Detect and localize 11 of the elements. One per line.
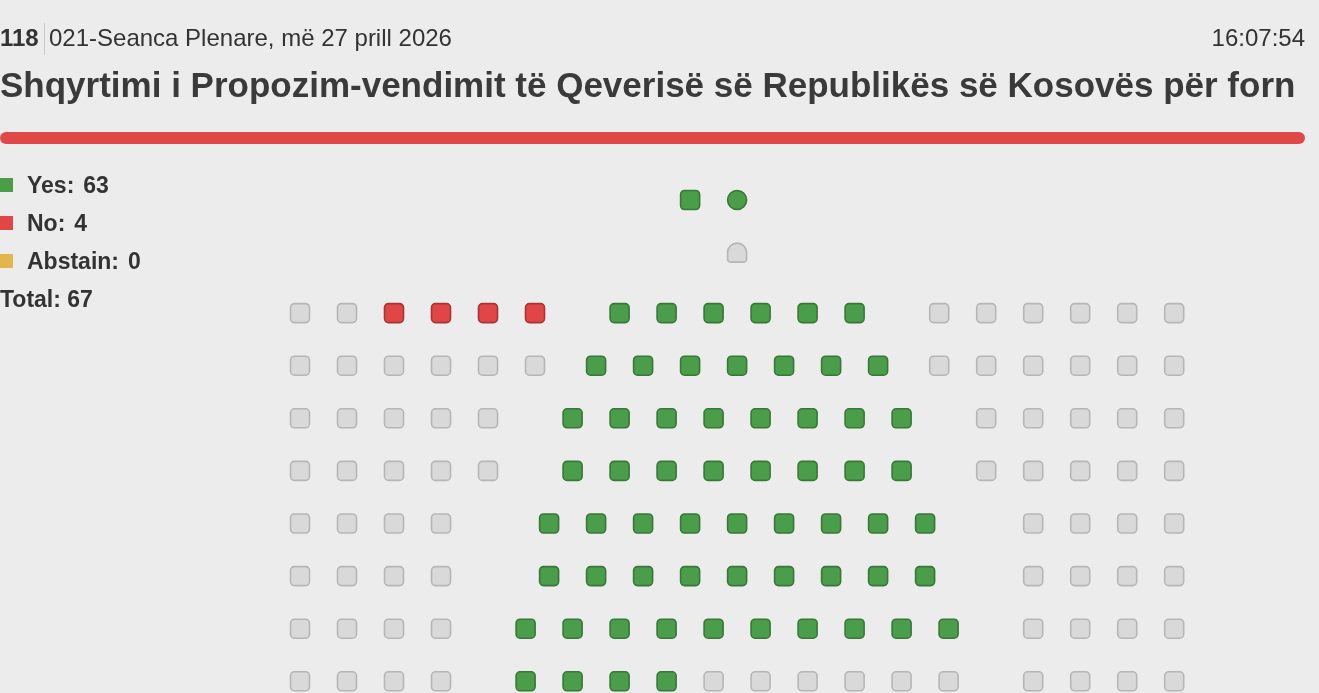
data-label: 0 — [128, 247, 141, 275]
text: 021-Seanca Plenare, më 27 prill 2026 — [49, 24, 452, 51]
legend-label: No: — [27, 209, 66, 237]
text: Shqyrtimi i Propozim-vendimit të Qeverisë së Republikës së Kosovës për forn — [0, 65, 1296, 104]
data-label: 4 — [74, 209, 88, 237]
legend-label: Abstain: — [27, 247, 119, 275]
text: Total: 67 — [0, 285, 93, 314]
legend-label: Yes: — [27, 171, 75, 199]
text: 16:07:54 — [1211, 24, 1305, 51]
data-label: 63 — [83, 171, 109, 199]
text: 118 — [0, 24, 39, 51]
